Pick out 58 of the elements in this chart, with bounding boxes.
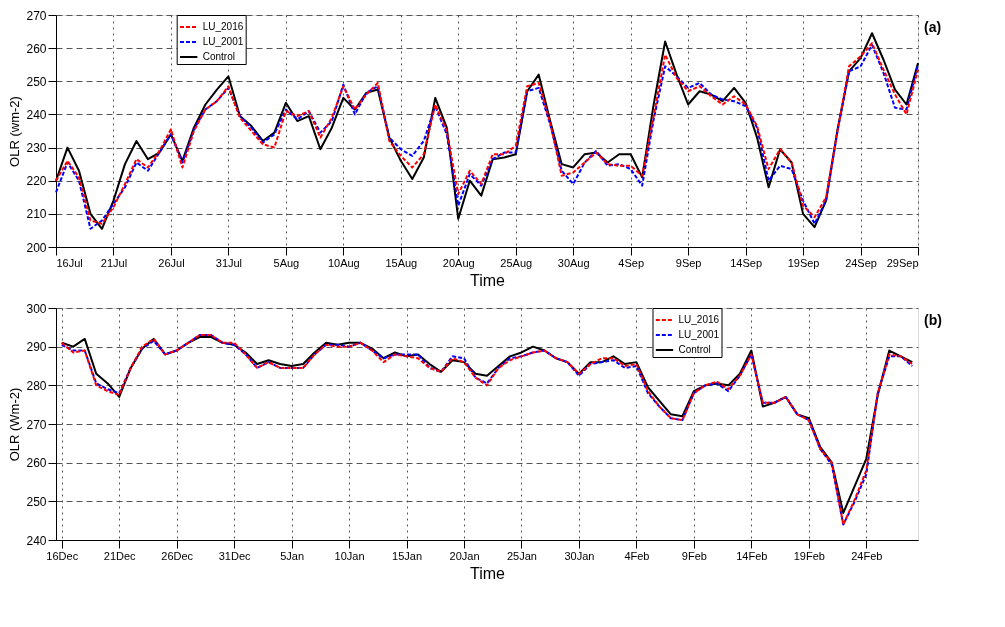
text: (a) — [924, 19, 942, 35]
y-tick-label: 240 — [26, 107, 47, 122]
x-tick-label: 10Aug — [327, 256, 360, 269]
legend-label: LU_2001 — [678, 329, 720, 340]
x-tick-label: 15Jan — [392, 549, 423, 562]
text: (b) — [924, 312, 942, 328]
x-tick-label: 9Sep — [675, 256, 702, 269]
x-tick-label: 14Sep — [730, 256, 763, 269]
y-tick-label: 240 — [26, 533, 47, 548]
x-tick-label: 25Aug — [500, 256, 533, 269]
y-tick-label: 250 — [26, 494, 47, 509]
x-tick-label: 4Feb — [624, 549, 650, 562]
x-tick-label: 26Jul — [158, 256, 185, 269]
y-tick-label: 260 — [26, 41, 47, 56]
x-tick-label: 15Aug — [385, 256, 418, 269]
legend-label: Control — [202, 51, 235, 62]
x-tick-label: 19Feb — [793, 549, 825, 562]
y-axis-title: OLR (wm-2) — [7, 96, 23, 167]
x-tick-label: 9Feb — [681, 549, 707, 562]
x-tick-label: 25Jan — [506, 549, 537, 562]
legend-label: Control — [678, 344, 711, 355]
x-tick-label: 19Sep — [787, 256, 820, 269]
y-tick-label: 300 — [26, 301, 47, 316]
x-tick-label: 24Sep — [845, 256, 877, 269]
x-tick-label: 26Dec — [161, 549, 194, 562]
y-tick-label: 220 — [26, 174, 47, 189]
x-tick-label: 14Feb — [736, 549, 768, 562]
y-tick-label: 280 — [26, 378, 47, 393]
x-tick-label: 30Aug — [557, 256, 590, 269]
y-tick-label: 270 — [26, 417, 47, 432]
x-tick-label: 20Jan — [449, 549, 480, 562]
legend-label: LU_2016 — [202, 21, 244, 32]
legend-label: LU_2001 — [202, 36, 244, 47]
y-axis-title: OLR (Wm-2) — [7, 387, 23, 462]
y-tick-label: 290 — [26, 340, 47, 355]
y-tick-label: 230 — [26, 141, 47, 156]
legend-label: LU_2016 — [678, 314, 720, 325]
x-tick-label: 16Jul — [56, 256, 83, 269]
y-tick-label: 270 — [26, 8, 47, 23]
y-tick-label: 210 — [26, 207, 47, 222]
x-tick-label: 10Jan — [334, 549, 365, 562]
x-tick-label: 5Aug — [273, 256, 300, 269]
x-axis-title: Time — [470, 564, 506, 582]
x-tick-label: 4Sep — [618, 256, 645, 269]
x-tick-label: 31Dec — [218, 549, 252, 562]
x-tick-label: 20Aug — [442, 256, 475, 269]
x-tick-label: 21Dec — [103, 549, 137, 562]
x-tick-label: 30Jan — [564, 549, 595, 562]
x-tick-label: 31Jul — [215, 256, 243, 269]
y-tick-label: 200 — [26, 240, 47, 255]
x-tick-label: 16Dec — [46, 549, 79, 562]
x-axis-title: Time — [470, 271, 506, 289]
y-tick-label: 260 — [26, 456, 47, 471]
x-tick-label: 21Jul — [100, 256, 128, 269]
x-tick-label: 24Feb — [851, 549, 883, 562]
x-tick-label: 29Sep — [886, 256, 919, 269]
x-tick-label: 5Jan — [280, 549, 305, 562]
y-tick-label: 250 — [26, 74, 47, 89]
